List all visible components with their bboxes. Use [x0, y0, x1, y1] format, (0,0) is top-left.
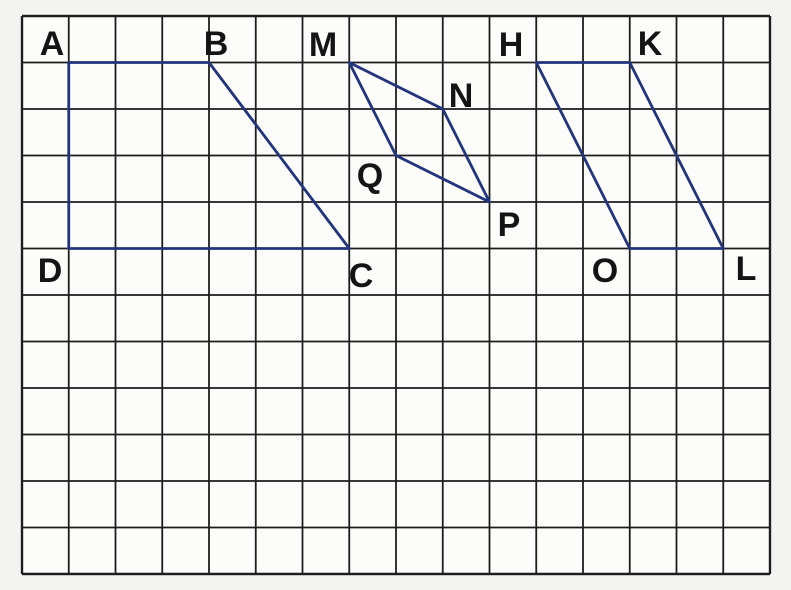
- vertex-label-a: A: [39, 25, 65, 63]
- vertex-label-m: M: [308, 26, 338, 64]
- parallelogram-mnpq: [347, 61, 491, 204]
- vertex-label-d: D: [37, 252, 63, 290]
- trapezoid-abcd: [67, 61, 351, 250]
- vertex-label-o: O: [591, 252, 619, 290]
- parallelogram-hklo: [534, 61, 725, 250]
- vertex-label-b: B: [203, 25, 229, 63]
- quadrilateral-shapes: [67, 61, 725, 250]
- vertex-label-c: C: [348, 257, 374, 295]
- vertex-label-h: H: [498, 26, 524, 64]
- vertex-label-p: P: [497, 206, 521, 244]
- vertex-label-k: K: [637, 25, 663, 63]
- vertex-label-l: L: [735, 250, 757, 288]
- vertex-label-n: N: [448, 77, 474, 115]
- vertex-label-q: Q: [356, 157, 384, 195]
- grid-lines: [20, 14, 772, 576]
